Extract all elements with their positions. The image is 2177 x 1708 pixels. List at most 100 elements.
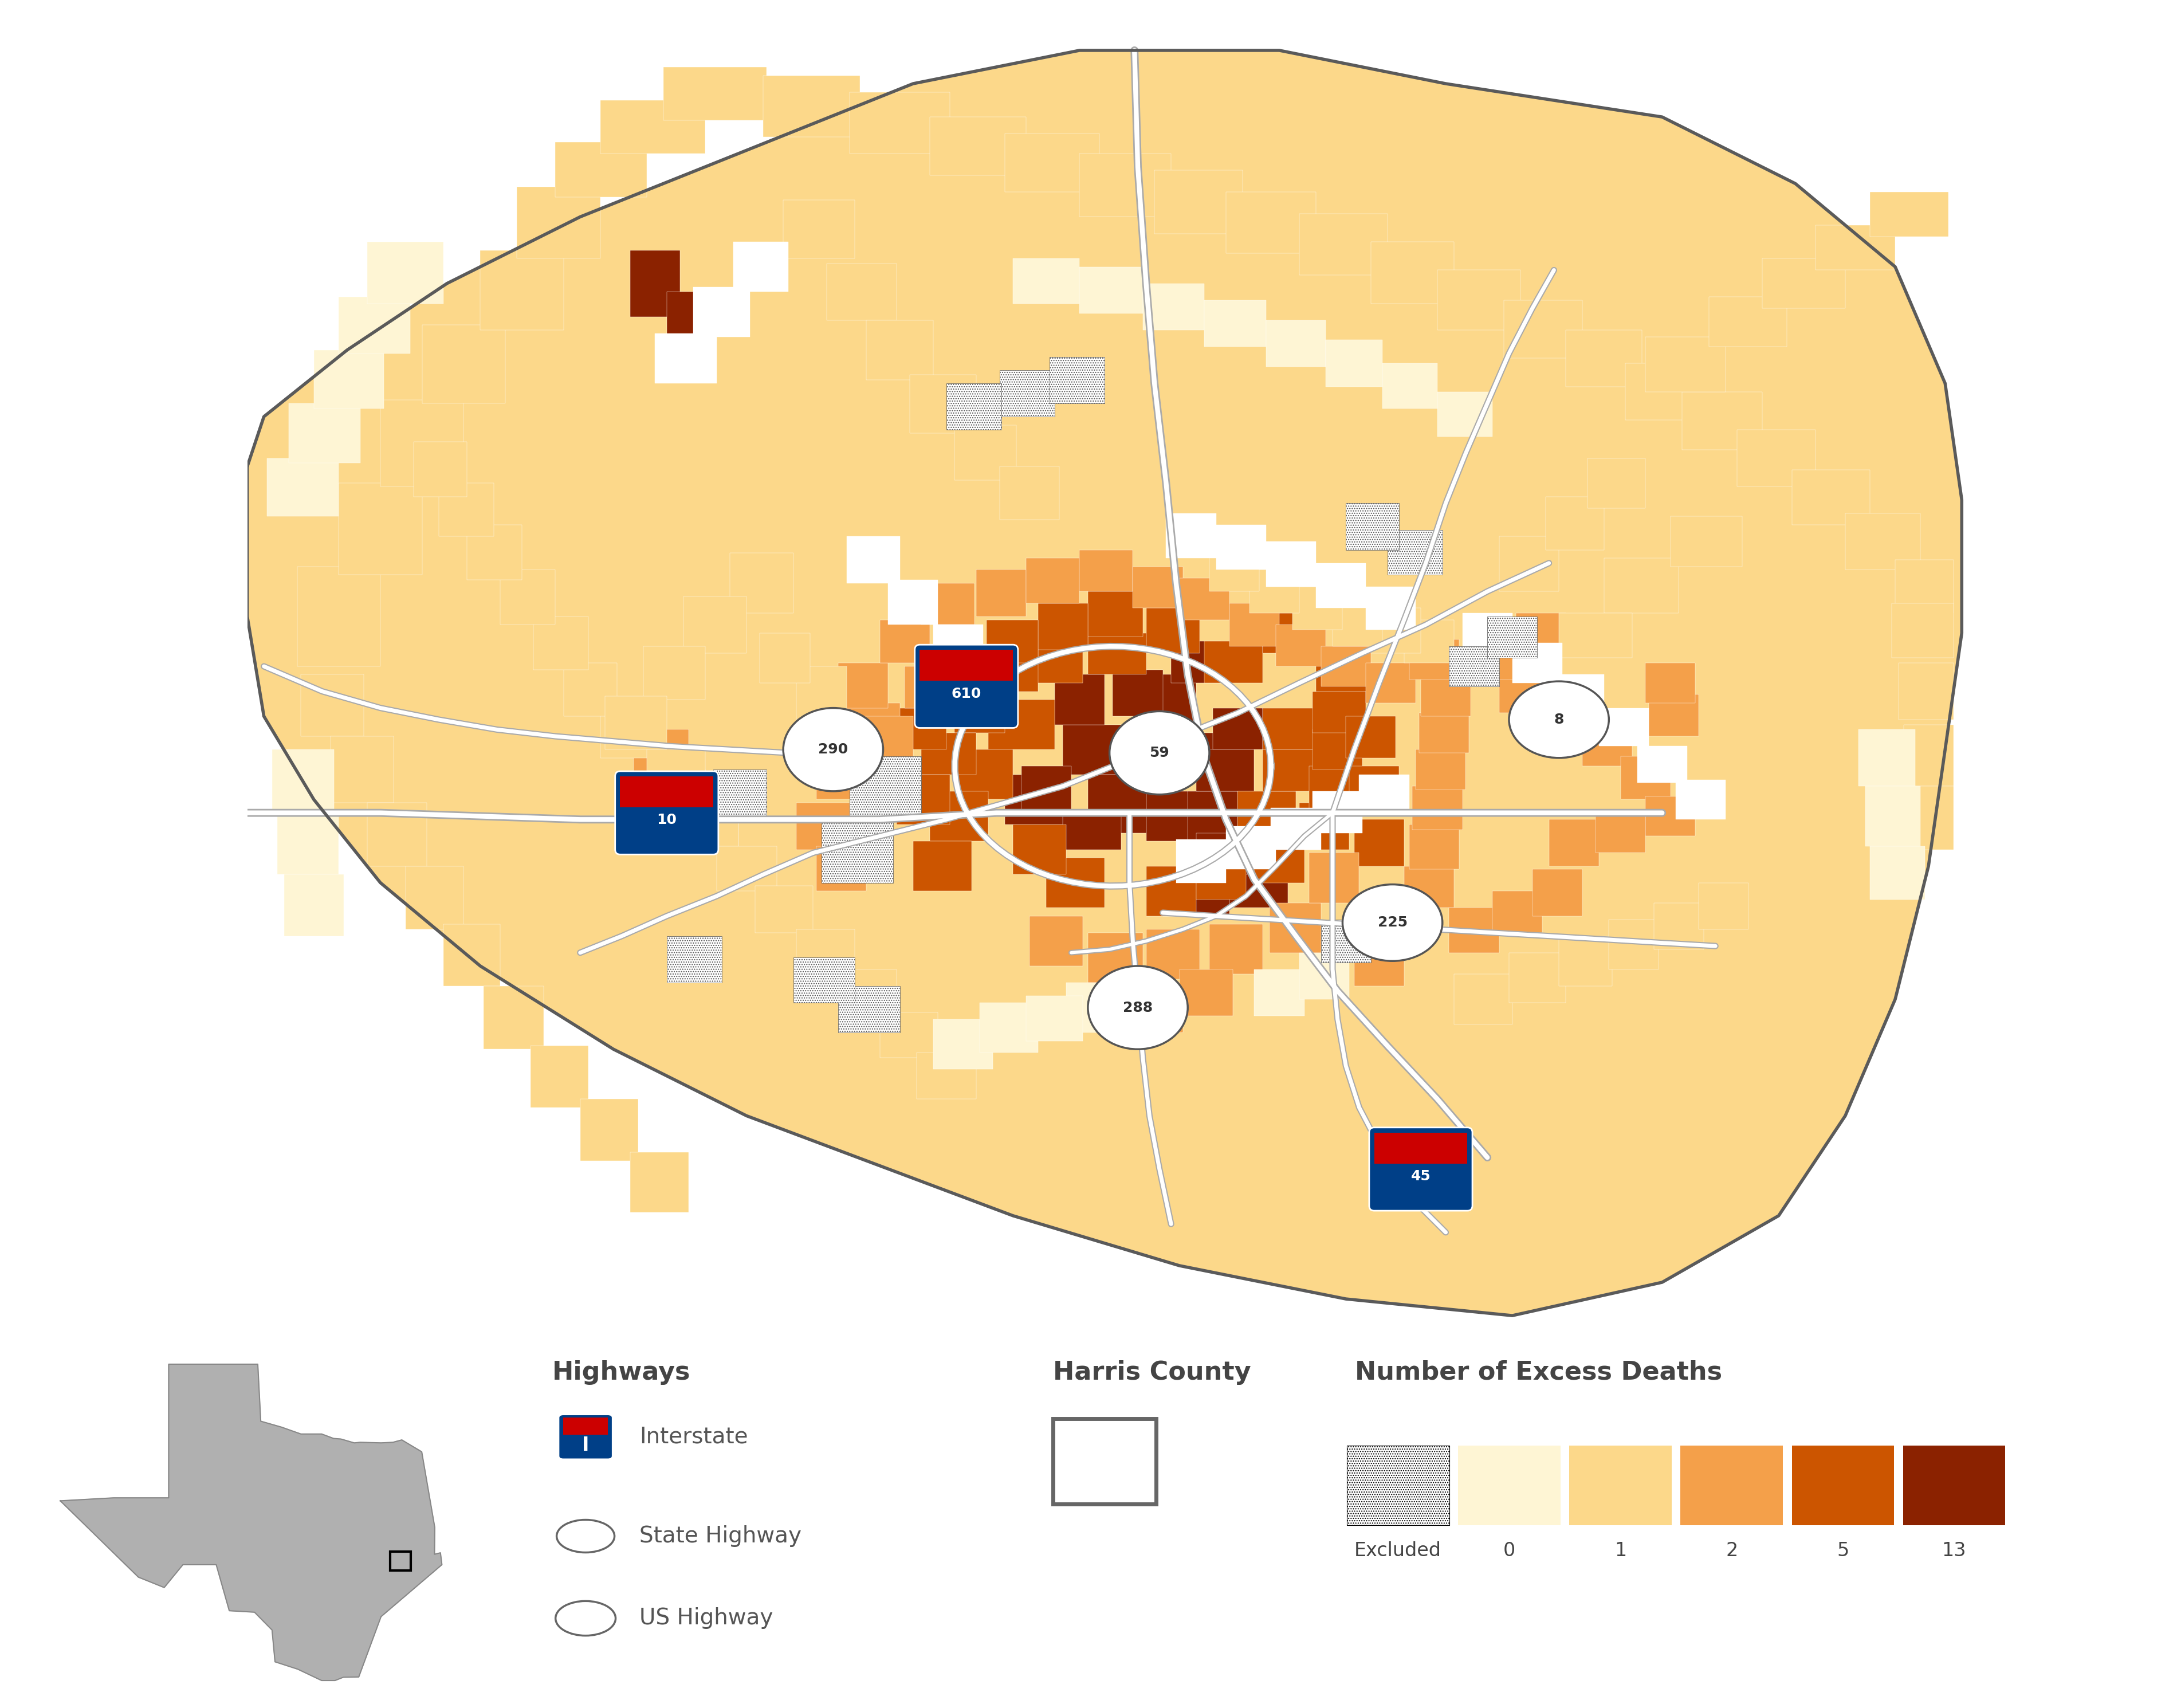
Polygon shape (838, 663, 888, 707)
Polygon shape (1354, 936, 1404, 986)
Polygon shape (313, 350, 383, 408)
Polygon shape (980, 1003, 1038, 1052)
Polygon shape (1088, 591, 1143, 637)
Polygon shape (381, 400, 464, 487)
Polygon shape (1226, 191, 1315, 253)
Polygon shape (331, 736, 394, 803)
Polygon shape (847, 536, 899, 582)
Polygon shape (655, 333, 716, 383)
Polygon shape (1300, 214, 1387, 275)
Polygon shape (468, 524, 522, 579)
Bar (919, 649, 1012, 681)
Polygon shape (1315, 649, 1369, 692)
Polygon shape (1350, 767, 1400, 816)
Polygon shape (1300, 953, 1350, 999)
Text: I: I (581, 1436, 590, 1455)
Polygon shape (666, 292, 716, 342)
Polygon shape (1139, 675, 1195, 724)
Polygon shape (921, 733, 975, 774)
Polygon shape (1025, 996, 1082, 1040)
Polygon shape (988, 700, 1054, 750)
Polygon shape (1646, 796, 1696, 837)
Polygon shape (1683, 391, 1761, 449)
Ellipse shape (784, 707, 884, 791)
Polygon shape (298, 567, 381, 666)
Polygon shape (921, 582, 975, 625)
Text: 13: 13 (1942, 1541, 1966, 1561)
Text: Number of Excess Deaths: Number of Excess Deaths (1354, 1360, 1722, 1385)
Polygon shape (1493, 892, 1541, 933)
Polygon shape (849, 757, 921, 820)
Polygon shape (1139, 733, 1195, 782)
Polygon shape (533, 617, 588, 670)
Polygon shape (1513, 642, 1563, 683)
Polygon shape (1267, 319, 1326, 367)
Polygon shape (1210, 550, 1258, 591)
Polygon shape (283, 874, 344, 936)
Polygon shape (1062, 724, 1139, 774)
Polygon shape (629, 1153, 688, 1213)
Polygon shape (501, 570, 555, 625)
Polygon shape (1189, 791, 1239, 840)
Bar (1459, 1445, 1561, 1525)
Polygon shape (1345, 716, 1395, 758)
Text: 5: 5 (1837, 1541, 1848, 1561)
Polygon shape (601, 704, 655, 758)
Polygon shape (906, 666, 956, 707)
Polygon shape (880, 620, 930, 663)
Text: 290: 290 (819, 743, 849, 757)
Polygon shape (1450, 646, 1500, 687)
Polygon shape (248, 50, 1961, 1315)
Polygon shape (1646, 663, 1696, 704)
Polygon shape (1909, 786, 1953, 849)
Polygon shape (1903, 724, 1953, 786)
Bar (1681, 1445, 1783, 1525)
Text: Harris County: Harris County (1054, 1360, 1252, 1385)
Polygon shape (1195, 849, 1245, 900)
Polygon shape (1025, 559, 1080, 603)
Polygon shape (440, 483, 494, 536)
Polygon shape (1504, 301, 1583, 359)
Polygon shape (1500, 536, 1559, 591)
Text: 1: 1 (1615, 1541, 1626, 1561)
Polygon shape (1145, 608, 1200, 652)
Polygon shape (444, 924, 501, 986)
Polygon shape (1354, 820, 1404, 866)
FancyBboxPatch shape (914, 644, 1019, 728)
Polygon shape (1345, 504, 1400, 550)
Polygon shape (1846, 512, 1920, 570)
Polygon shape (1021, 767, 1071, 816)
Polygon shape (930, 116, 1025, 176)
Polygon shape (938, 658, 988, 700)
Polygon shape (1670, 516, 1742, 567)
Polygon shape (629, 249, 679, 316)
Polygon shape (1437, 391, 1493, 437)
Polygon shape (1437, 270, 1522, 330)
Polygon shape (1250, 570, 1300, 613)
Polygon shape (816, 845, 866, 892)
Polygon shape (1463, 613, 1513, 652)
Polygon shape (1217, 524, 1267, 570)
Polygon shape (975, 570, 1025, 617)
Polygon shape (1132, 567, 1182, 608)
Polygon shape (1892, 603, 1953, 658)
Polygon shape (1267, 541, 1315, 586)
Polygon shape (1204, 301, 1267, 347)
Polygon shape (1195, 834, 1254, 874)
Polygon shape (956, 692, 1004, 733)
Polygon shape (888, 579, 938, 625)
Bar (390, 1551, 411, 1571)
Polygon shape (1180, 577, 1230, 620)
Polygon shape (1870, 191, 1948, 237)
Polygon shape (1088, 933, 1143, 982)
Polygon shape (481, 249, 564, 330)
Polygon shape (797, 666, 847, 719)
Polygon shape (368, 243, 444, 304)
Polygon shape (1276, 625, 1326, 666)
Polygon shape (930, 791, 988, 840)
Polygon shape (1049, 357, 1104, 403)
Ellipse shape (555, 1600, 616, 1636)
Polygon shape (1698, 883, 1748, 929)
Polygon shape (516, 186, 601, 258)
Bar (1792, 1445, 1894, 1525)
